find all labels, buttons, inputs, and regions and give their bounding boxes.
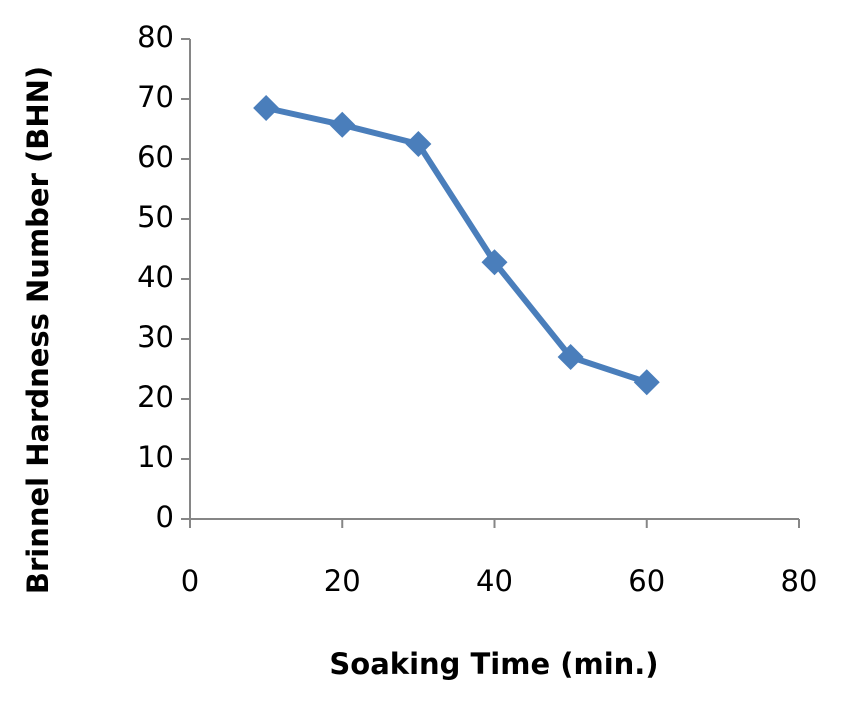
x-tick-label: 40 xyxy=(476,564,513,598)
y-tick-label: 30 xyxy=(137,320,174,354)
x-tick-label: 60 xyxy=(628,564,665,598)
y-tick-label: 80 xyxy=(137,20,174,54)
y-tick-label: 70 xyxy=(137,80,174,114)
y-tick-label: 20 xyxy=(137,380,174,414)
x-tick-label: 80 xyxy=(781,564,818,598)
y-axis-title: Brinnel Hardness Number (BHN) xyxy=(21,66,55,594)
marker xyxy=(481,249,508,276)
y-tick-label: 0 xyxy=(156,500,174,534)
marker xyxy=(329,111,356,138)
x-tick-label: 0 xyxy=(181,564,199,598)
y-tick-label: 40 xyxy=(137,260,174,294)
y-tick-label: 60 xyxy=(137,140,174,174)
series-line xyxy=(265,105,648,386)
marker xyxy=(253,95,280,121)
x-tick-label: 20 xyxy=(324,564,361,598)
marker xyxy=(633,369,660,396)
y-tick-label: 50 xyxy=(137,200,174,234)
marker xyxy=(557,344,584,370)
y-tick-label: 10 xyxy=(137,440,174,474)
x-axis-title: Soaking Time (min.) xyxy=(329,647,658,681)
marker xyxy=(405,131,432,157)
